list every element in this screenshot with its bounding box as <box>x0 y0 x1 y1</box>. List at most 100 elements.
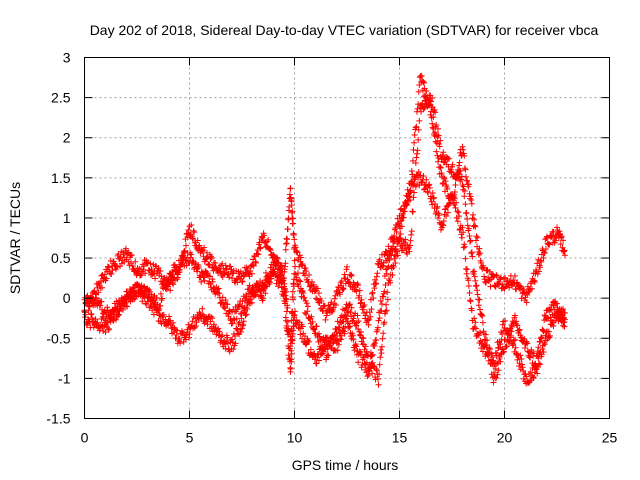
data-point-track-c <box>486 349 493 356</box>
data-point-track-c <box>507 334 514 341</box>
data-point-track-a <box>103 275 110 282</box>
data-point-track-a <box>372 281 379 288</box>
data-point-track-c <box>460 183 467 190</box>
data-point-track-a <box>344 263 350 270</box>
data-point-track-a <box>328 309 335 316</box>
x-tick-label: 15 <box>392 430 408 446</box>
data-point-track-a <box>284 236 291 243</box>
data-point-track-a <box>267 247 274 254</box>
data-point-track-b <box>349 332 356 339</box>
data-point-track-c <box>241 304 248 311</box>
data-point-track-b <box>364 373 371 380</box>
data-point-track-a <box>471 222 478 229</box>
data-point-track-b <box>426 184 433 191</box>
data-point-track-c <box>458 173 465 180</box>
data-point-track-a <box>316 290 322 297</box>
x-tick-label: 10 <box>287 430 303 446</box>
data-point-track-a <box>132 258 139 265</box>
data-point-track-b <box>353 343 360 350</box>
data-point-track-c <box>407 237 414 244</box>
data-point-track-a <box>292 244 299 251</box>
data-point-track-c <box>454 174 461 181</box>
data-point-track-c <box>258 292 265 299</box>
data-point-track-a <box>371 285 378 292</box>
data-point-track-b <box>240 318 247 325</box>
data-point-track-a <box>240 273 247 280</box>
data-point-track-c <box>359 334 366 341</box>
data-point-track-c <box>240 305 247 312</box>
data-point-track-b <box>514 356 521 363</box>
data-point-track-c <box>166 277 173 284</box>
data-point-track-a <box>267 245 273 252</box>
data-point-track-c <box>198 278 205 285</box>
data-point-track-a <box>444 185 451 192</box>
data-point-track-c <box>222 305 229 312</box>
data-point-track-c <box>384 289 391 296</box>
data-point-track-a <box>250 263 257 270</box>
data-point-track-c <box>473 282 480 289</box>
data-point-track-b <box>423 176 430 183</box>
data-point-track-a <box>190 235 196 242</box>
data-point-track-c <box>540 328 547 335</box>
data-point-track-a <box>185 227 192 234</box>
data-point-track-b <box>518 355 525 362</box>
data-point-track-a <box>249 261 256 268</box>
data-point-track-c <box>201 277 208 284</box>
data-point-track-c <box>378 350 385 357</box>
data-point-track-b <box>520 367 527 374</box>
data-point-track-a <box>282 260 289 267</box>
data-point-track-c <box>358 338 365 345</box>
data-point-track-a <box>456 162 462 169</box>
data-point-track-b <box>288 358 295 365</box>
data-point-track-c <box>408 228 415 235</box>
data-point-track-a <box>560 237 567 244</box>
data-point-track-c <box>558 306 565 313</box>
data-point-track-c <box>512 312 518 319</box>
data-point-track-a <box>256 239 263 246</box>
data-point-track-c <box>483 344 490 351</box>
data-point-track-c <box>475 302 482 309</box>
data-point-track-c <box>97 302 104 309</box>
data-point-track-c <box>437 137 444 144</box>
data-point-track-c <box>328 345 335 352</box>
data-point-track-a <box>337 291 343 298</box>
data-point-track-c <box>392 260 399 266</box>
data-point-track-a <box>472 223 479 230</box>
data-point-track-b <box>176 335 183 342</box>
data-point-track-c <box>516 326 523 333</box>
data-point-track-a <box>207 255 214 262</box>
data-point-track-b <box>421 186 427 193</box>
x-tick-label: 5 <box>186 430 194 446</box>
data-point-track-b <box>424 188 431 195</box>
data-point-track-a <box>370 295 377 302</box>
data-point-track-b <box>233 325 240 332</box>
data-point-track-b <box>288 350 295 357</box>
data-point-track-c <box>374 375 381 382</box>
data-point-track-c <box>233 315 240 322</box>
data-point-track-c <box>468 250 475 257</box>
data-point-track-a <box>540 255 547 262</box>
data-point-track-b <box>472 325 479 332</box>
y-tick-label: 3 <box>63 50 71 66</box>
data-point-track-a <box>243 264 250 271</box>
data-point-track-a <box>520 286 527 293</box>
data-point-track-a <box>512 273 518 280</box>
data-point-track-b <box>306 338 313 345</box>
data-point-track-a <box>303 268 310 275</box>
data-point-track-c <box>331 336 338 343</box>
axis-ticks <box>84 57 610 419</box>
data-point-track-a <box>199 248 206 255</box>
data-point-track-c <box>505 330 511 337</box>
data-point-track-c <box>465 225 472 232</box>
data-point-track-b <box>471 324 478 331</box>
data-point-track-c <box>409 208 416 215</box>
data-point-track-c <box>514 322 521 329</box>
data-point-track-b <box>174 327 181 334</box>
data-point-track-a <box>456 159 463 166</box>
data-point-track-c <box>124 303 131 310</box>
data-point-track-a <box>534 270 541 277</box>
data-point-track-a <box>367 313 374 320</box>
data-point-track-c <box>549 311 556 318</box>
x-axis-label: GPS time / hours <box>292 457 399 473</box>
data-point-track-b <box>207 318 214 325</box>
